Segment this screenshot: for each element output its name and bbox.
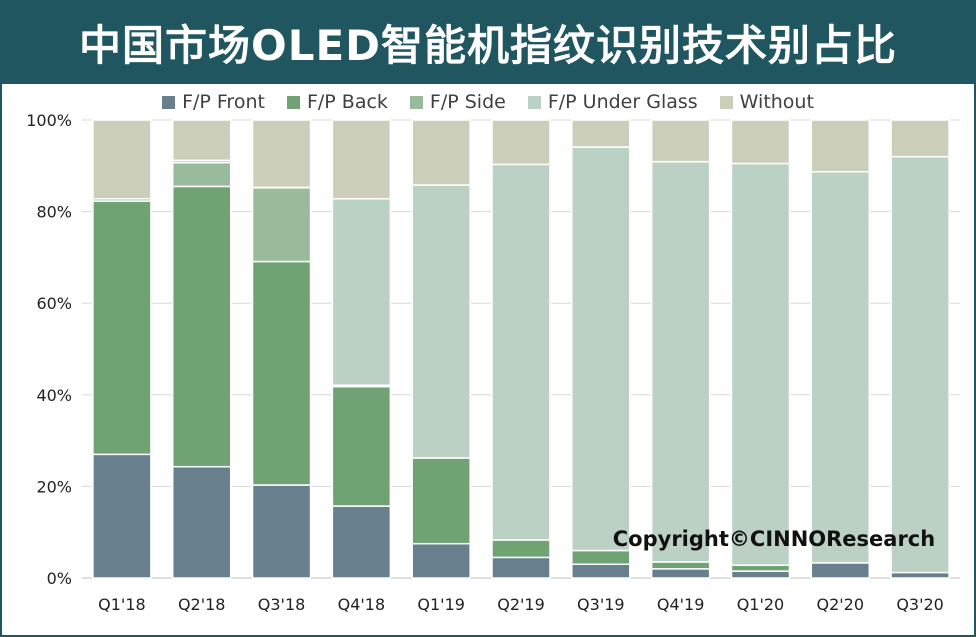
bar-segment — [491, 163, 551, 541]
x-tick-label: Q4'19 — [657, 595, 705, 614]
bar-segment — [331, 198, 392, 386]
bar-segment — [251, 187, 312, 263]
bar-segment — [171, 185, 232, 468]
bar-segment — [331, 385, 392, 507]
bar-segment — [730, 119, 791, 165]
bar-segment — [571, 119, 631, 148]
bar-segment — [411, 119, 471, 186]
bar-segment — [890, 155, 950, 574]
bar-segment — [411, 542, 471, 579]
bar-segment — [92, 453, 152, 579]
bar-segment — [571, 146, 631, 552]
legend-label: F/P Under Glass — [547, 91, 698, 113]
copyright-watermark: Copyright©CINNOResearch — [613, 527, 935, 551]
bar-segment — [810, 562, 871, 579]
legend-label: F/P Front — [182, 91, 265, 113]
bar-segment — [730, 162, 791, 566]
bar-segment — [171, 161, 232, 188]
bar-segment — [650, 119, 711, 163]
y-tick-label: 40% — [36, 386, 72, 405]
legend-swatch — [409, 95, 423, 109]
bar-segment — [92, 200, 152, 456]
bar-segment — [251, 484, 312, 579]
legend-item: F/P Under Glass — [527, 91, 698, 113]
legend-item: F/P Back — [286, 91, 388, 113]
x-tick-label: Q3'19 — [577, 595, 625, 614]
bar-segment — [650, 160, 711, 563]
bar-segment — [331, 119, 392, 200]
x-tick-label: Q2'18 — [178, 595, 226, 614]
legend-swatch — [719, 95, 733, 109]
bar-segment — [890, 119, 950, 158]
x-tick-label: Q1'19 — [417, 595, 465, 614]
bar-segment — [571, 549, 631, 566]
legend-label: F/P Back — [306, 91, 388, 113]
bar-segment — [730, 564, 791, 572]
legend: F/P Front F/P Back F/P Side F/P Under Glass… — [0, 90, 976, 114]
bar-segment — [92, 119, 152, 200]
bar-segment — [171, 119, 232, 162]
bar-segment — [810, 119, 871, 173]
legend-swatch — [162, 95, 176, 109]
bar-segment — [171, 465, 232, 579]
bar-segment — [810, 171, 871, 564]
x-axis-labels: Q1'18 Q2'18 Q3'18 Q4'18 Q1'19 Q2'19 Q3'19 Q4'19… — [98, 595, 944, 614]
y-tick-label: 100% — [26, 111, 72, 130]
bar-segment — [571, 563, 631, 579]
bar-segment — [491, 556, 551, 579]
x-tick-label: Q1'20 — [737, 595, 785, 614]
y-tick-label: 20% — [36, 477, 72, 496]
x-tick-label: Q1'18 — [98, 595, 146, 614]
bar-segment — [890, 571, 950, 579]
x-tick-label: Q3'20 — [896, 595, 944, 614]
chart-title: 中国市场OLED智能机指纹识别技术别占比 — [78, 20, 898, 70]
x-tick-label: Q2'19 — [497, 595, 545, 614]
y-tick-label: 80% — [36, 203, 72, 222]
x-tick-label: Q2'20 — [817, 595, 865, 614]
legend-label: Without — [739, 91, 814, 113]
legend-label: F/P Side — [429, 91, 506, 113]
legend-item: F/P Side — [409, 91, 506, 113]
legend-item: Without — [719, 91, 814, 113]
bar-segment — [411, 457, 471, 545]
bars — [92, 119, 950, 579]
bar-segment — [331, 505, 392, 579]
y-tick-label: 60% — [36, 294, 72, 313]
bar-segment — [650, 568, 711, 579]
x-tick-label: Q3'18 — [258, 595, 306, 614]
bar-segment — [411, 184, 471, 459]
bar-segment — [491, 539, 551, 559]
bar-segment — [251, 119, 312, 189]
legend-swatch — [286, 95, 300, 109]
bar-segment — [251, 260, 312, 486]
x-tick-label: Q4'18 — [338, 595, 386, 614]
legend-swatch — [527, 95, 541, 109]
y-axis-labels: 0% 20% 40% 60% 80% 100% — [26, 111, 72, 588]
bar-segment — [491, 119, 551, 166]
title-bar: 中国市场OLED智能机指纹识别技术别占比 — [0, 0, 976, 84]
legend-item: F/P Front — [162, 91, 265, 113]
y-tick-label: 0% — [47, 569, 72, 588]
bar-segment — [650, 561, 711, 570]
bar-segment — [730, 570, 791, 579]
